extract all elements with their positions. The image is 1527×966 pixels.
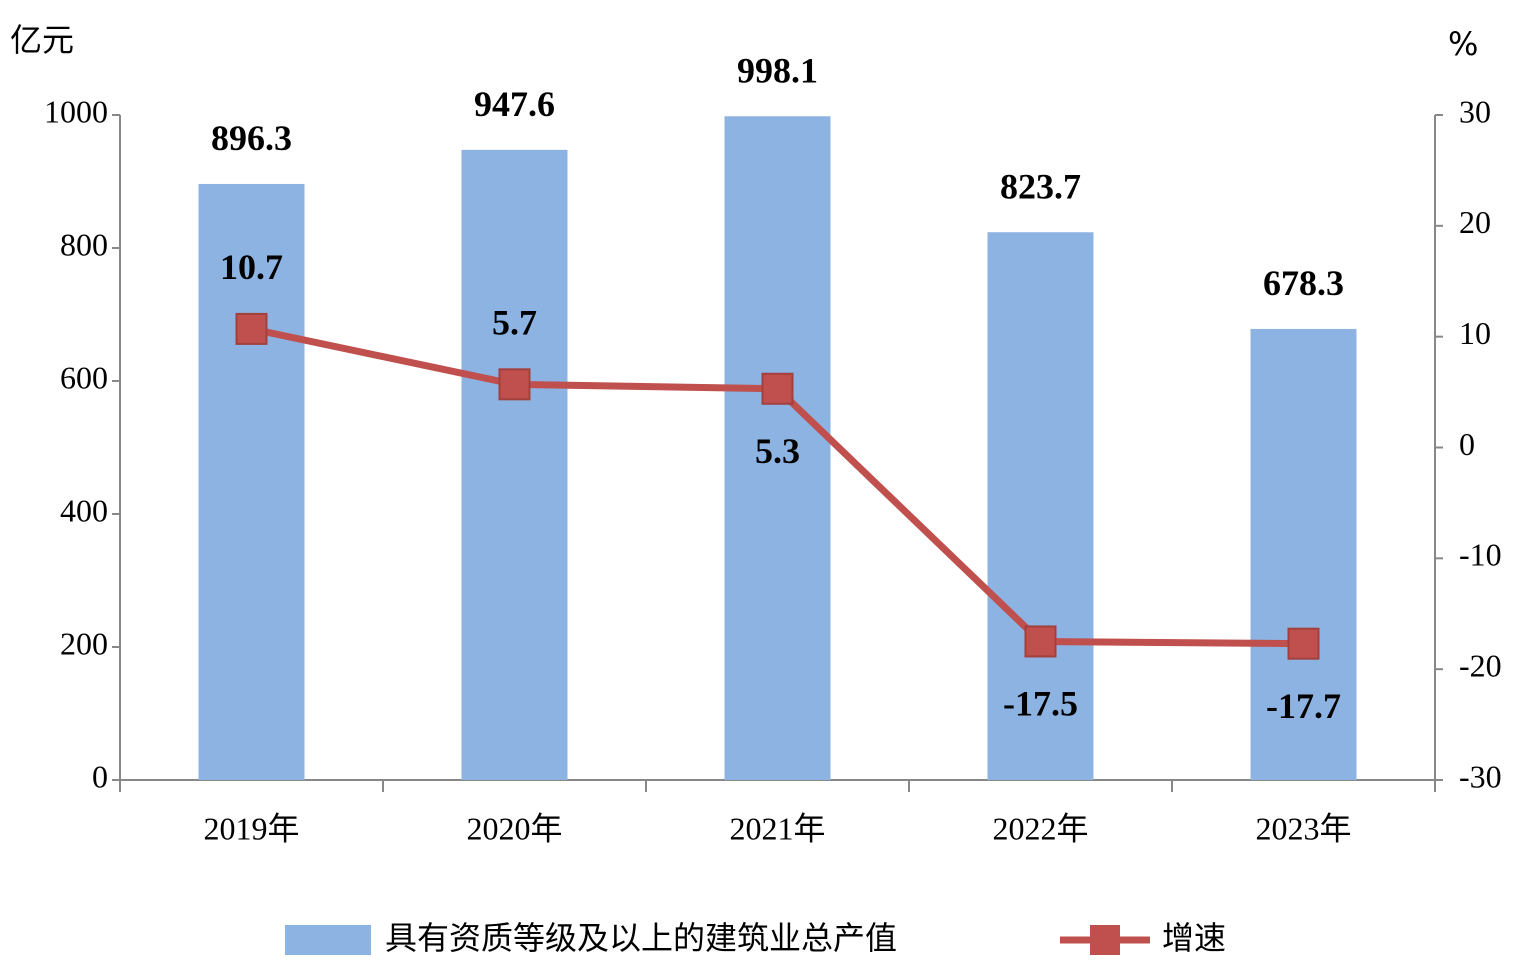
bar	[1250, 328, 1357, 780]
x-tick-label: 2021年	[729, 810, 825, 846]
line-value-label: 5.7	[492, 303, 537, 343]
legend-label: 增速	[1162, 919, 1226, 957]
legend-swatch	[285, 925, 371, 955]
y-tick-label: 200	[60, 625, 108, 661]
y2-tick-label: -20	[1459, 648, 1502, 684]
y-tick-label: 0	[92, 758, 108, 794]
legend-swatch	[1090, 925, 1120, 955]
bar-value-label: 678.3	[1263, 263, 1344, 303]
x-tick-label: 2023年	[1255, 810, 1351, 846]
line-marker	[1287, 627, 1320, 660]
y2-tick-label: 0	[1459, 426, 1475, 462]
line-marker	[1024, 625, 1057, 658]
line-marker	[235, 312, 268, 345]
legend-label: 具有资质等级及以上的建筑业总产值	[385, 919, 897, 957]
line-marker	[498, 368, 531, 401]
bar-value-label: 823.7	[1000, 167, 1081, 207]
y2-tick-label: 10	[1459, 315, 1491, 351]
y2-tick-label: -10	[1459, 537, 1502, 573]
y2-tick-label: -30	[1459, 758, 1502, 794]
bar-value-label: 998.1	[737, 51, 818, 91]
y-tick-label: 600	[60, 359, 108, 395]
y-unit: 亿元	[10, 21, 74, 59]
bar-value-label: 896.3	[211, 118, 292, 158]
x-tick-label: 2022年	[992, 810, 1088, 846]
line-value-label: -17.7	[1266, 686, 1341, 726]
x-tick-label: 2020年	[466, 810, 562, 846]
bar-value-label: 947.6	[474, 84, 555, 124]
y2-tick-label: 20	[1459, 204, 1491, 240]
y-tick-label: 1000	[44, 93, 108, 129]
line-value-label: -17.5	[1003, 684, 1078, 724]
bar	[724, 116, 831, 781]
line-marker	[761, 372, 794, 405]
bar	[198, 183, 305, 780]
line-value-label: 10.7	[220, 247, 283, 287]
y-tick-label: 800	[60, 226, 108, 262]
y-tick-label: 400	[60, 492, 108, 528]
y2-tick-label: 30	[1459, 93, 1491, 129]
x-tick-label: 2019年	[203, 810, 299, 846]
y2-unit: %	[1448, 25, 1478, 63]
bar	[987, 232, 1094, 780]
bar	[461, 149, 568, 780]
line-value-label: 5.3	[755, 431, 800, 471]
